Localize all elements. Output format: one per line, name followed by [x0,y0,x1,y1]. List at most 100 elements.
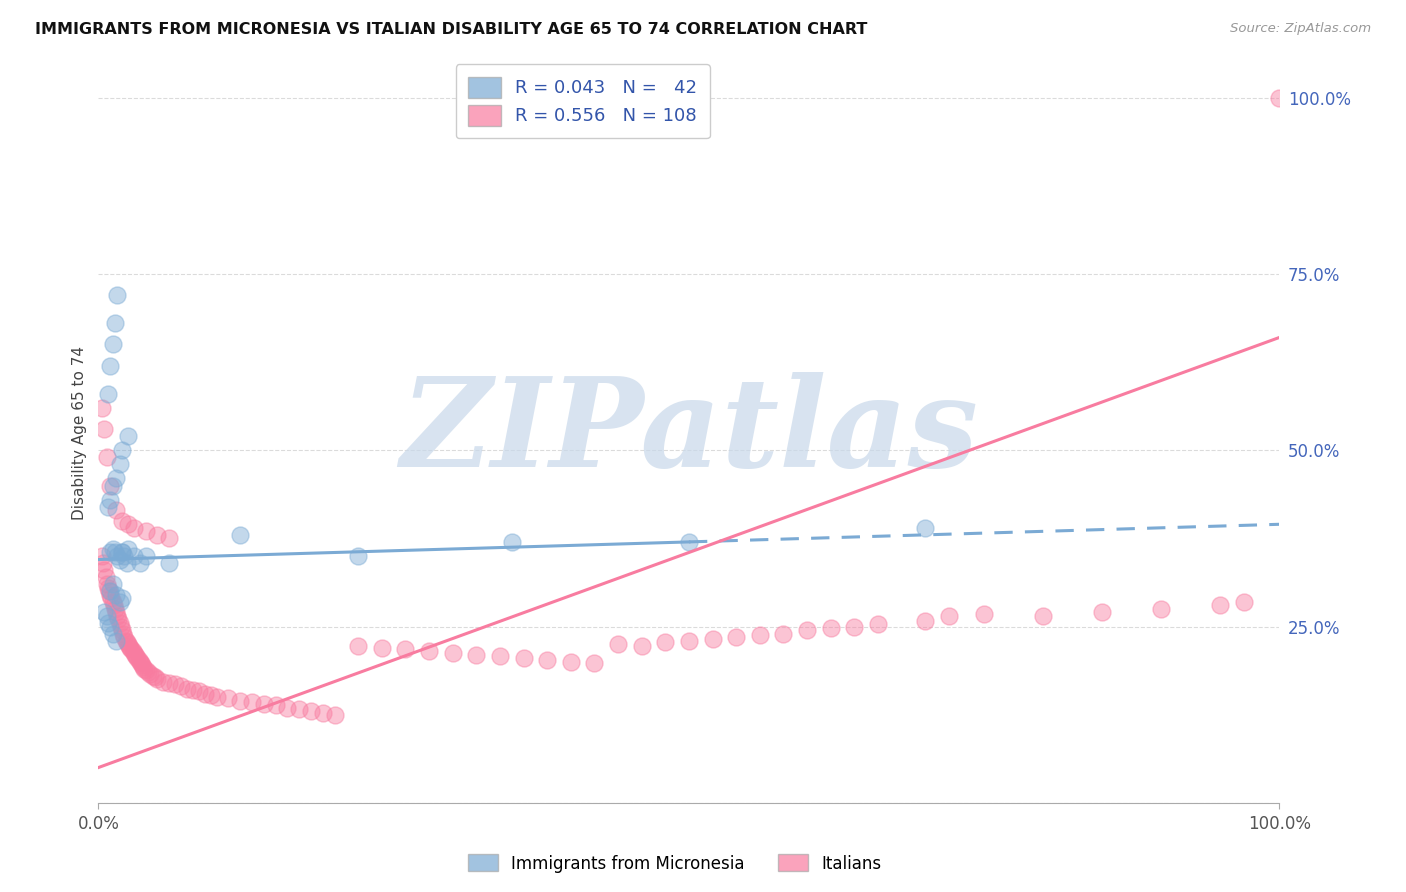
Point [200,688,222,702]
Point [725,630,748,644]
Point [105,471,128,485]
Point [844,619,866,633]
Point [97,500,120,514]
Point [121,644,143,658]
Point [97,615,120,630]
Point [264,698,287,713]
Point [181,683,204,698]
Point [104,316,127,330]
Point [101,478,124,492]
Legend: R = 0.043   N =   42, R = 0.556   N = 108: R = 0.043 N = 42, R = 0.556 N = 108 [456,64,710,138]
Point [299,704,322,718]
Point [100,591,122,606]
Point [288,702,311,716]
Point [97,581,120,595]
Point [465,648,488,662]
Point [418,644,440,658]
Point [128,653,150,667]
Point [134,662,156,676]
Point [101,541,124,556]
Point [146,528,169,542]
Point [112,626,135,640]
Point [127,651,149,665]
Point [101,626,124,640]
Point [96,609,118,624]
Point [1150,602,1173,616]
Point [371,640,394,655]
Point [91,401,114,415]
Point [122,549,145,563]
Point [536,653,558,667]
Point [136,665,159,680]
Text: Source: ZipAtlas.com: Source: ZipAtlas.com [1230,22,1371,36]
Point [938,609,960,624]
Point [98,545,121,559]
Point [122,646,145,660]
Point [135,663,157,677]
Point [654,635,676,649]
Legend: Immigrants from Micronesia, Italians: Immigrants from Micronesia, Italians [461,847,889,880]
Point [240,695,263,709]
Point [98,584,121,599]
Point [111,591,134,606]
Point [139,666,162,681]
Point [118,640,141,654]
Point [114,633,136,648]
Point [111,545,134,559]
Point [104,545,127,559]
Point [142,669,165,683]
Point [117,429,139,443]
Point [489,649,512,664]
Point [973,607,995,621]
Point [101,595,124,609]
Point [98,492,121,507]
Point [560,655,582,669]
Point [96,450,118,465]
Point [1032,609,1054,624]
Point [110,619,132,633]
Point [128,655,150,669]
Point [93,606,115,620]
Point [165,677,187,691]
Point [103,599,125,613]
Point [194,686,217,700]
Point [115,635,138,649]
Point [91,549,114,563]
Point [112,549,135,563]
Point [115,556,138,570]
Point [111,623,134,637]
Point [135,524,157,539]
Point [108,595,131,609]
Point [583,656,606,670]
Point [121,642,143,657]
Point [98,584,121,599]
Point [107,612,129,626]
Point [111,443,134,458]
Point [1091,606,1114,620]
Point [117,517,139,532]
Point [914,521,936,535]
Point [152,674,174,689]
Point [117,541,139,556]
Point [157,556,180,570]
Point [93,422,115,436]
Point [157,532,180,546]
Point [914,614,936,628]
Point [131,658,153,673]
Point [108,615,131,630]
Point [91,556,114,570]
Point [347,639,370,653]
Point [105,588,128,602]
Point [217,691,239,706]
Point [101,577,124,591]
Point [97,387,120,401]
Point [96,577,118,591]
Point [105,633,128,648]
Point [702,632,724,646]
Point [866,617,889,632]
Point [111,545,134,559]
Point [253,697,276,711]
Point [176,681,198,696]
Point [105,549,128,563]
Point [323,707,346,722]
